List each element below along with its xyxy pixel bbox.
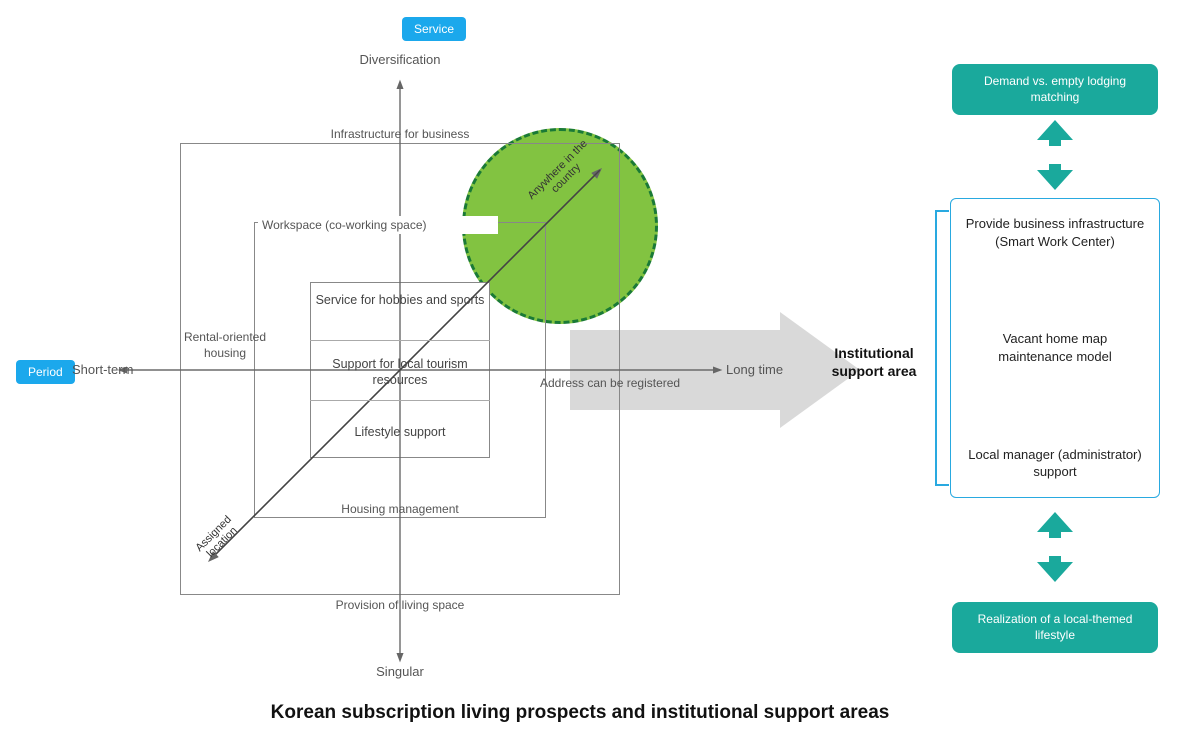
support-title: Institutional support area: [818, 344, 930, 380]
support-item-3: Local manager (administrator) support: [965, 446, 1145, 481]
service-badge: Service: [402, 17, 466, 41]
support-item-2: Vacant home map maintenance model: [965, 330, 1145, 365]
axis-top-inner-label: Infrastructure for business: [320, 127, 480, 141]
period-badge: Period: [16, 360, 75, 384]
mid-bottom-label: Housing management: [300, 502, 500, 516]
teal-arrow-bottom: [1033, 512, 1077, 582]
support-box: Provide business infrastructure (Smart W…: [950, 198, 1160, 498]
inner-item-2: Support for local tourism resources: [310, 356, 490, 389]
axis-top-label: Diversification: [358, 52, 442, 67]
inner-divider-2: [310, 400, 490, 401]
inner-item-1: Service for hobbies and sports: [310, 292, 490, 308]
axis-right-label: Long time: [726, 362, 796, 377]
diagram-canvas: Service Period Diversification Infrastru…: [0, 0, 1186, 744]
support-item-1: Provide business infrastructure (Smart W…: [965, 215, 1145, 250]
bracket: [935, 210, 949, 486]
axis-bottom-inner-label: Provision of living space: [320, 598, 480, 612]
inner-item-3: Lifestyle support: [310, 424, 490, 440]
teal-bottom-badge: Realization of a local-themed lifestyle: [952, 602, 1158, 653]
mid-top-label: Workspace (co-working space): [262, 218, 492, 232]
teal-top-badge: Demand vs. empty lodging matching: [952, 64, 1158, 115]
teal-arrow-top: [1033, 120, 1077, 190]
axis-right-inner-label: Address can be registered: [540, 376, 710, 390]
axis-left-label: Short-term: [72, 362, 148, 377]
support-title-text: Institutional support area: [832, 345, 917, 379]
axis-left-inner-label: Rental-oriented housing: [170, 330, 280, 361]
caption: Korean subscription living prospects and…: [180, 702, 980, 724]
axis-bottom-label: Singular: [372, 664, 428, 679]
inner-divider-1: [310, 340, 490, 341]
